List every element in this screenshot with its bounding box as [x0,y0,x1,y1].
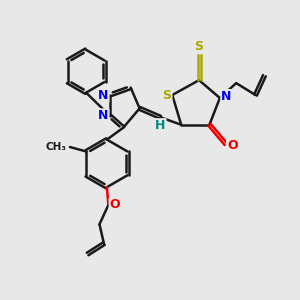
Text: N: N [98,88,109,101]
Text: H: H [155,119,166,132]
Text: CH₃: CH₃ [45,142,66,152]
Text: O: O [110,199,120,212]
Text: N: N [221,90,232,103]
Text: O: O [227,139,238,152]
Text: S: S [162,88,171,101]
Text: N: N [98,109,109,122]
Text: S: S [194,40,203,53]
